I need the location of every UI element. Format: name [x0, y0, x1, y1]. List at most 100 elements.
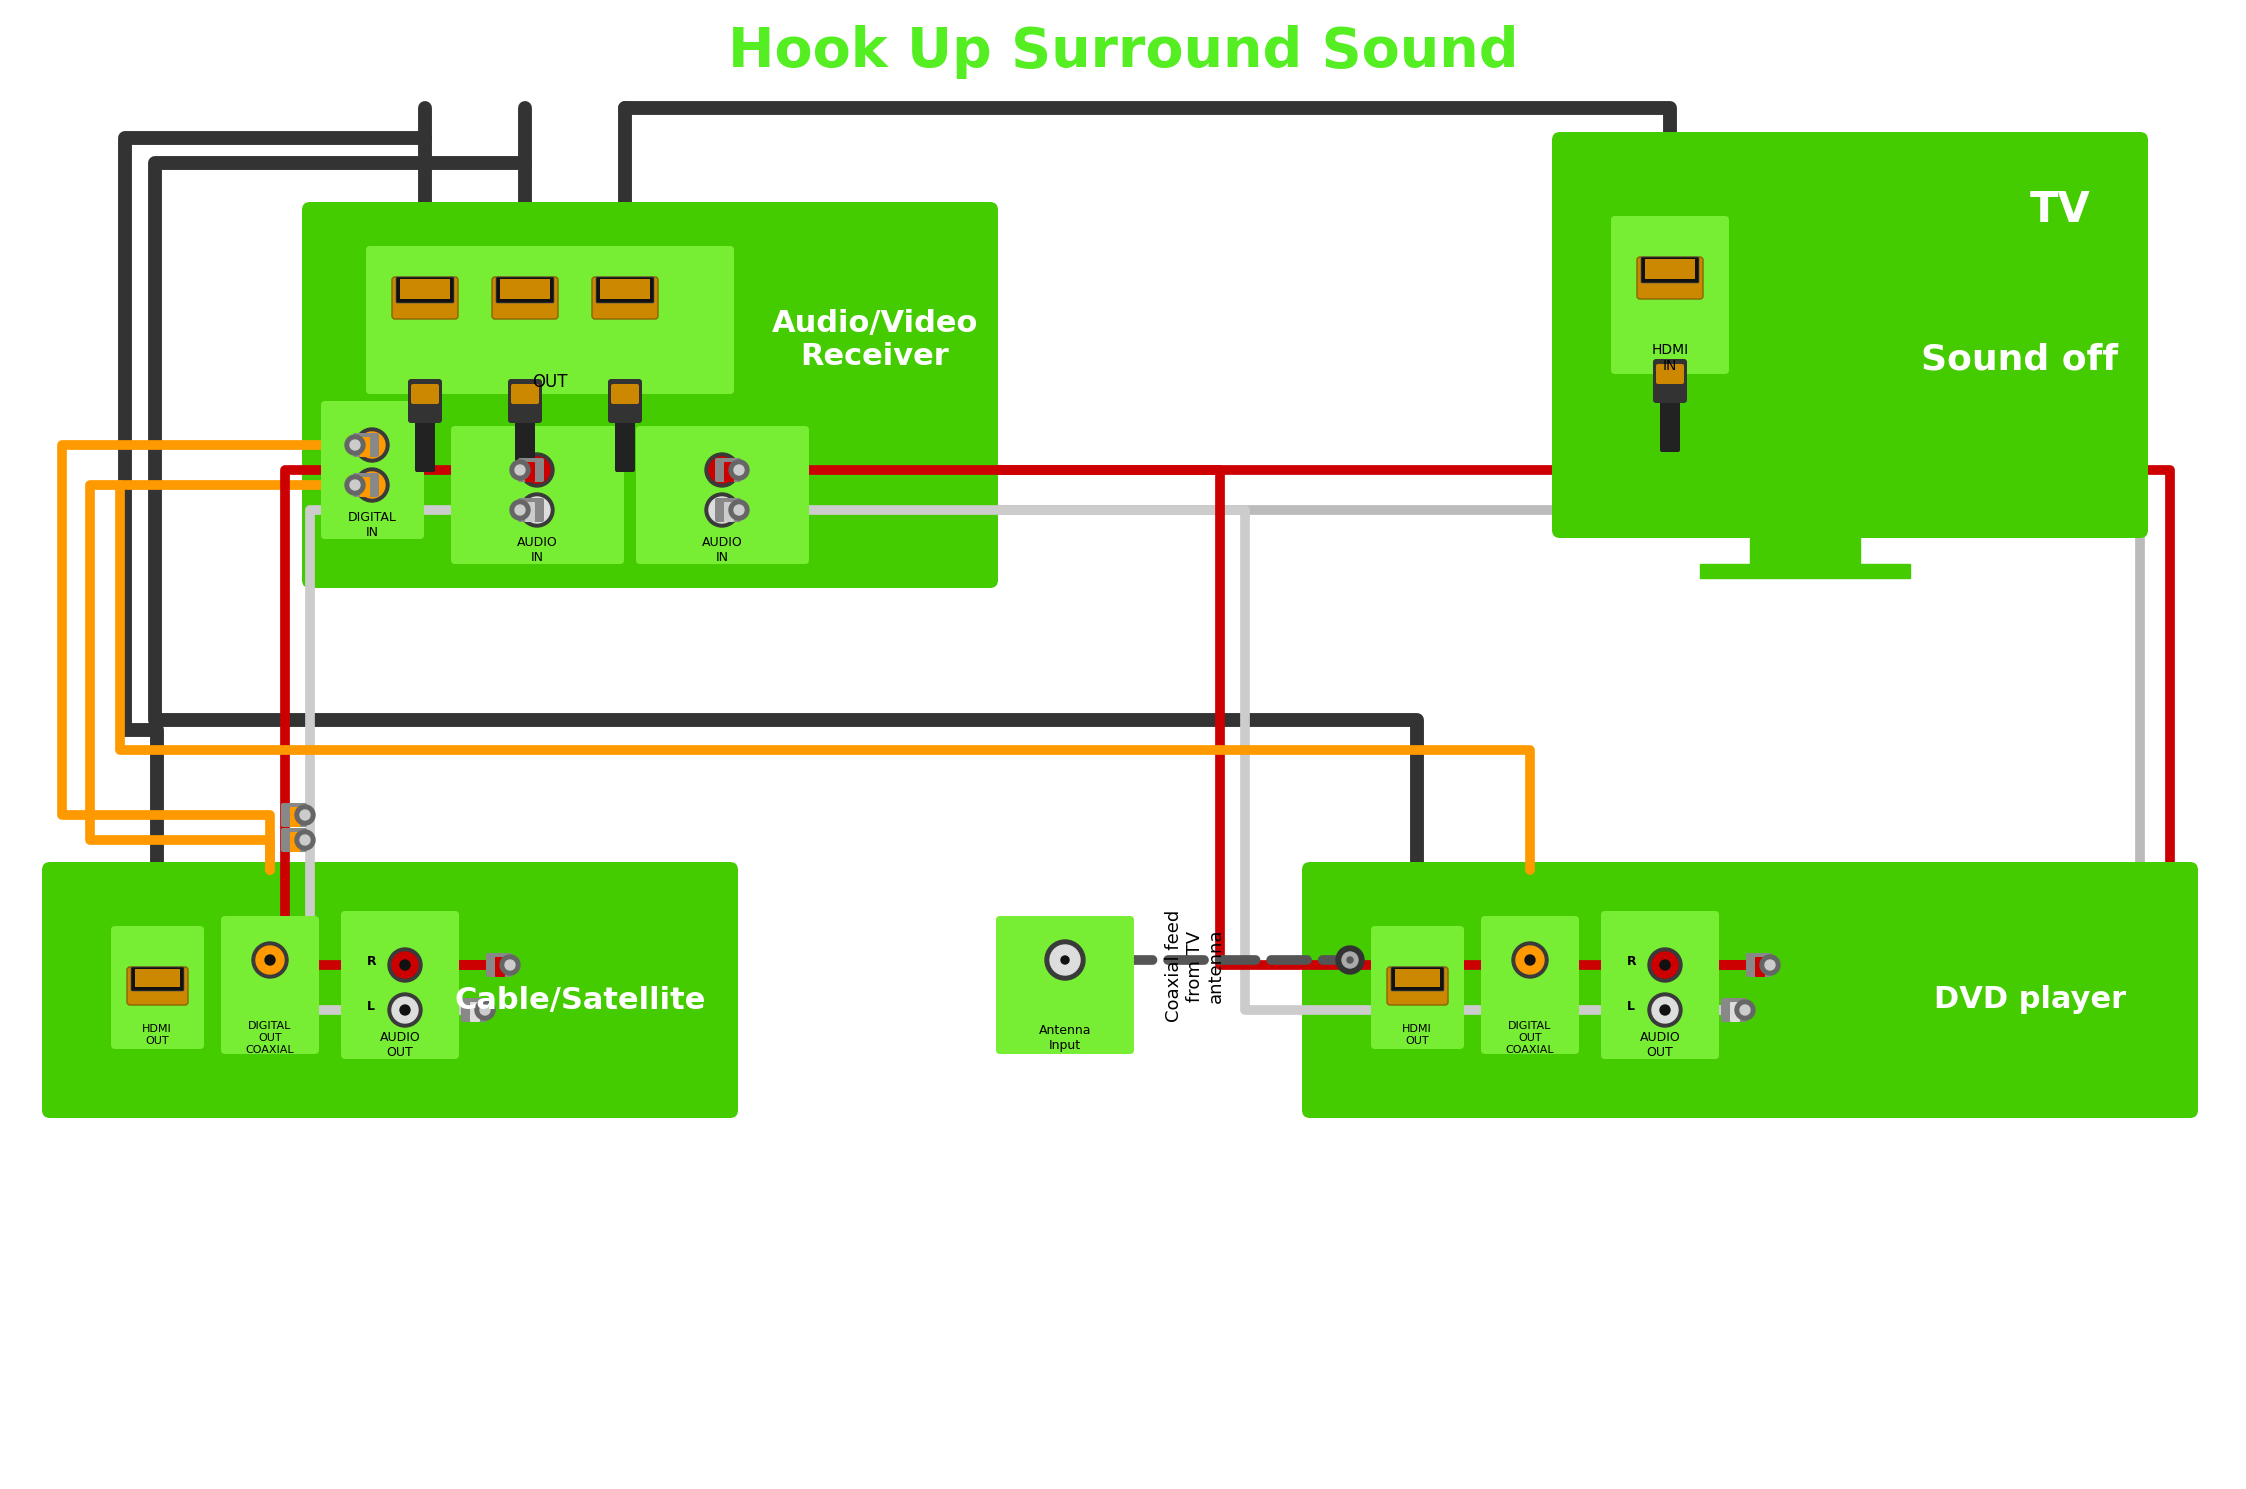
- FancyBboxPatch shape: [393, 277, 458, 319]
- FancyBboxPatch shape: [290, 832, 301, 852]
- FancyBboxPatch shape: [1601, 911, 1718, 1059]
- Text: DIGITAL
OUT
COAXIAL: DIGITAL OUT COAXIAL: [245, 1021, 294, 1054]
- Circle shape: [350, 479, 359, 490]
- Text: Coaxial feed
from TV
antenna: Coaxial feed from TV antenna: [1166, 910, 1224, 1023]
- Text: DIGITAL
OUT
COAXIAL: DIGITAL OUT COAXIAL: [1505, 1021, 1554, 1054]
- FancyBboxPatch shape: [1303, 862, 2199, 1118]
- Circle shape: [1653, 951, 1678, 978]
- Circle shape: [1734, 1001, 1754, 1020]
- Circle shape: [532, 465, 541, 475]
- Circle shape: [730, 460, 748, 479]
- Text: Audio/Video
Receiver: Audio/Video Receiver: [773, 308, 979, 371]
- Text: AUDIO
OUT: AUDIO OUT: [1640, 1030, 1680, 1059]
- FancyBboxPatch shape: [43, 862, 739, 1118]
- Circle shape: [710, 497, 734, 523]
- Circle shape: [1649, 948, 1682, 983]
- FancyBboxPatch shape: [1370, 926, 1464, 1048]
- Text: Sound off: Sound off: [1920, 342, 2118, 377]
- FancyBboxPatch shape: [714, 497, 741, 523]
- FancyBboxPatch shape: [353, 474, 380, 497]
- Circle shape: [301, 835, 310, 844]
- Circle shape: [1516, 946, 1543, 974]
- FancyBboxPatch shape: [485, 953, 512, 977]
- FancyBboxPatch shape: [128, 966, 189, 1005]
- FancyBboxPatch shape: [514, 408, 535, 472]
- Circle shape: [730, 500, 748, 520]
- FancyBboxPatch shape: [519, 497, 544, 523]
- FancyBboxPatch shape: [595, 277, 654, 302]
- FancyBboxPatch shape: [359, 436, 371, 457]
- FancyBboxPatch shape: [1720, 998, 1747, 1021]
- FancyBboxPatch shape: [341, 911, 458, 1059]
- FancyBboxPatch shape: [1660, 389, 1680, 453]
- FancyBboxPatch shape: [110, 926, 204, 1048]
- Circle shape: [252, 943, 287, 978]
- Text: R: R: [366, 954, 377, 968]
- Text: DIGITAL
IN: DIGITAL IN: [348, 511, 398, 539]
- FancyBboxPatch shape: [615, 408, 636, 472]
- FancyBboxPatch shape: [611, 384, 640, 404]
- Circle shape: [346, 475, 366, 494]
- FancyBboxPatch shape: [723, 502, 734, 523]
- Circle shape: [393, 998, 418, 1023]
- FancyBboxPatch shape: [1552, 133, 2147, 538]
- FancyBboxPatch shape: [460, 998, 487, 1021]
- Circle shape: [521, 453, 555, 487]
- Circle shape: [389, 993, 422, 1027]
- Circle shape: [1660, 960, 1671, 969]
- Circle shape: [366, 441, 377, 450]
- Circle shape: [1348, 957, 1352, 963]
- Text: HDMI
OUT: HDMI OUT: [141, 1024, 173, 1045]
- FancyBboxPatch shape: [714, 459, 741, 482]
- FancyBboxPatch shape: [1388, 966, 1449, 1005]
- FancyBboxPatch shape: [1745, 953, 1772, 977]
- Circle shape: [705, 453, 739, 487]
- FancyBboxPatch shape: [526, 462, 535, 482]
- Circle shape: [350, 441, 359, 450]
- Circle shape: [1512, 943, 1547, 978]
- Circle shape: [359, 432, 384, 459]
- Circle shape: [481, 1005, 490, 1015]
- FancyBboxPatch shape: [512, 384, 539, 404]
- FancyBboxPatch shape: [995, 916, 1134, 1054]
- FancyBboxPatch shape: [636, 426, 809, 564]
- Circle shape: [716, 505, 728, 515]
- FancyBboxPatch shape: [593, 277, 658, 319]
- Circle shape: [355, 427, 389, 462]
- Circle shape: [1049, 946, 1080, 975]
- Circle shape: [1761, 954, 1781, 975]
- FancyBboxPatch shape: [1655, 363, 1684, 384]
- Circle shape: [400, 1005, 411, 1015]
- FancyBboxPatch shape: [130, 966, 184, 992]
- Circle shape: [1343, 951, 1359, 968]
- FancyBboxPatch shape: [526, 502, 535, 523]
- FancyBboxPatch shape: [1754, 957, 1765, 977]
- Circle shape: [1044, 940, 1085, 980]
- FancyBboxPatch shape: [1610, 216, 1729, 374]
- Text: R: R: [1626, 954, 1637, 968]
- Text: HDMI
OUT: HDMI OUT: [1402, 1024, 1433, 1045]
- Circle shape: [256, 946, 283, 974]
- FancyBboxPatch shape: [353, 433, 380, 457]
- Circle shape: [523, 457, 550, 482]
- Text: OUT: OUT: [532, 374, 568, 392]
- FancyBboxPatch shape: [609, 380, 642, 423]
- Text: Cable/Satellite: Cable/Satellite: [454, 986, 705, 1014]
- FancyBboxPatch shape: [723, 462, 734, 482]
- Circle shape: [359, 472, 384, 497]
- Circle shape: [1525, 954, 1534, 965]
- FancyBboxPatch shape: [469, 1002, 481, 1021]
- Circle shape: [1649, 993, 1682, 1027]
- FancyBboxPatch shape: [508, 380, 541, 423]
- Circle shape: [474, 1001, 494, 1020]
- FancyBboxPatch shape: [321, 401, 424, 539]
- Text: HDMI
IN: HDMI IN: [1651, 342, 1689, 374]
- FancyBboxPatch shape: [1480, 916, 1579, 1054]
- FancyBboxPatch shape: [409, 380, 442, 423]
- Circle shape: [1336, 946, 1363, 974]
- Circle shape: [1765, 960, 1774, 969]
- FancyBboxPatch shape: [135, 969, 180, 987]
- FancyBboxPatch shape: [359, 476, 371, 497]
- FancyBboxPatch shape: [492, 277, 557, 319]
- Circle shape: [514, 465, 526, 475]
